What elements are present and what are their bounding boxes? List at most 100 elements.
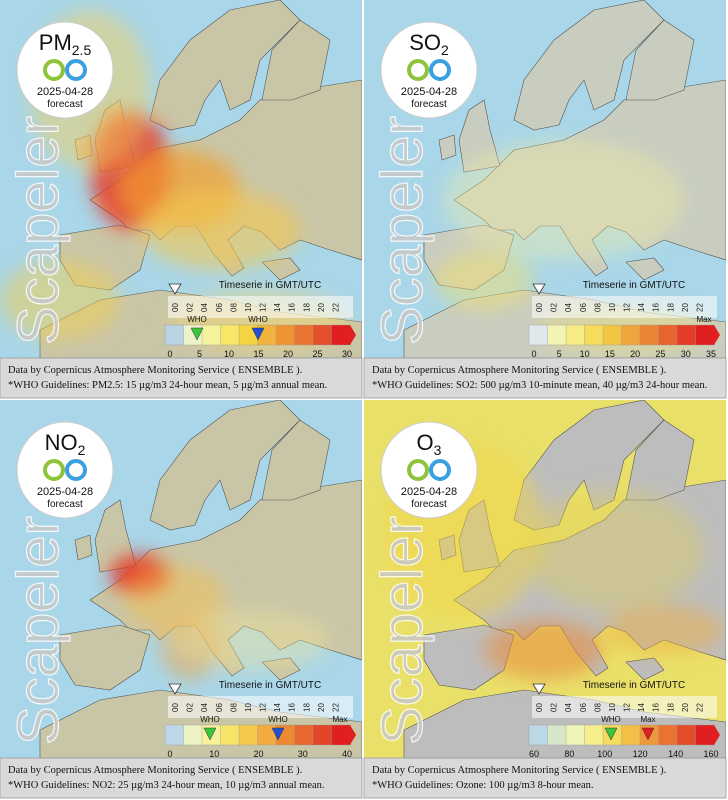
hour-label: 04 [564,303,573,312]
legend-block [584,724,604,746]
scale-label: 10 [580,349,590,359]
legend-block [602,324,623,346]
legend-block [312,324,333,346]
legend-mark-triangle [641,727,655,741]
forecast-date: 2025-04-28 [37,486,93,498]
legend-mark-triangle [251,327,265,341]
forecast-date: 2025-04-28 [401,86,457,98]
legend-mark-label: WHO [268,715,288,724]
hour-label: 06 [579,303,588,312]
scale-label: 5 [197,349,202,359]
forecast-date: 2025-04-28 [37,86,93,98]
forecast-status: forecast [47,99,83,110]
legend-arrow [714,325,720,345]
legend-block [201,324,222,346]
pollution-area [604,605,724,655]
hour-label: 20 [317,303,326,312]
scale-label: 140 [668,749,683,759]
time-ruler [168,696,353,718]
scale-label: 30 [681,349,691,359]
hour-label: 06 [215,703,224,712]
hour-label: 04 [200,703,209,712]
hour-label: 14 [637,303,646,312]
logo-ring [429,59,451,81]
logo-ring [407,459,429,481]
forecast-date: 2025-04-28 [401,486,457,498]
footer-line: *WHO Guidelines: Ozone: 100 µg/m3 8-hour… [372,780,594,791]
legend-block [676,324,697,346]
pollution-area [170,610,330,670]
scale-label: 15 [605,349,615,359]
legend-block [331,324,351,346]
legend-mark-label: Max [332,715,347,724]
scale-label: 20 [283,349,293,359]
scale-label: 40 [342,749,352,759]
legend-block [220,724,240,746]
legend-block [621,324,641,346]
current-time-arrow [532,683,546,695]
scale-label: 80 [564,749,574,759]
brand-watermark: Scapeler [370,116,435,345]
footer [363,357,727,399]
legend-block [565,724,586,746]
legend-mark-triangle [271,727,285,741]
forecast-status: forecast [47,499,83,510]
scale-label: 10 [209,749,219,759]
scale-label: 35 [706,349,716,359]
hour-label: 18 [666,703,675,712]
logo-ring [65,459,87,481]
hour-label: 14 [273,303,282,312]
legend-mark-label: WHO [187,315,207,324]
pollutant-title: PM2.5 [39,30,92,58]
pollutant-sub: 2.5 [72,42,92,58]
scale-label: 0 [167,749,172,759]
legend-block [565,324,586,346]
legend-block [658,324,678,346]
hour-label: 00 [171,303,180,312]
pollution-overlay [110,555,330,680]
hour-label: 02 [186,703,195,712]
legend-arrow [714,725,720,745]
hour-label: 20 [317,703,326,712]
hour-label: 18 [666,303,675,312]
pollution-area [0,260,120,340]
scale-label: 160 [703,749,718,759]
pollution-area [524,490,704,610]
legend-mark-label: WHO [248,315,268,324]
footer-line: Data by Copernicus Atmosphere Monitoring… [372,765,666,776]
legend-arrow [350,725,356,745]
hour-label: 10 [608,703,617,712]
forecast-status: forecast [411,99,447,110]
current-time-arrow [168,283,182,295]
legend-block [621,724,641,746]
legend-mark-triangle [604,727,618,741]
footer-line: Data by Copernicus Atmosphere Monitoring… [8,765,302,776]
scale-label: 20 [253,749,263,759]
legend-block [584,324,604,346]
legend-block [676,724,697,746]
hour-label: 16 [652,303,661,312]
pollutant-title: O3 [417,430,442,458]
legend-block [639,324,660,346]
brand-watermark: Scapeler [6,516,71,745]
footer [363,757,727,799]
hour-label: 10 [244,703,253,712]
hour-label: 06 [215,303,224,312]
logo-ring [429,459,451,481]
hour-label: 08 [229,303,238,312]
legend-block [695,724,715,746]
pollutant-main: O [417,430,434,455]
time-ruler [168,296,353,318]
timeserie-label: Timeserie in GMT/UTC [219,280,321,291]
legend-mark-triangle [203,727,217,741]
hour-label: 18 [302,303,311,312]
hour-label: 16 [652,703,661,712]
time-ruler [532,296,717,318]
logo-ring [407,59,429,81]
hour-label: 20 [681,303,690,312]
footer-line: Data by Copernicus Atmosphere Monitoring… [372,365,666,376]
